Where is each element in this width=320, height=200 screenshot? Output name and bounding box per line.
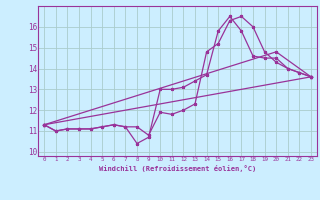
X-axis label: Windchill (Refroidissement éolien,°C): Windchill (Refroidissement éolien,°C) [99, 165, 256, 172]
